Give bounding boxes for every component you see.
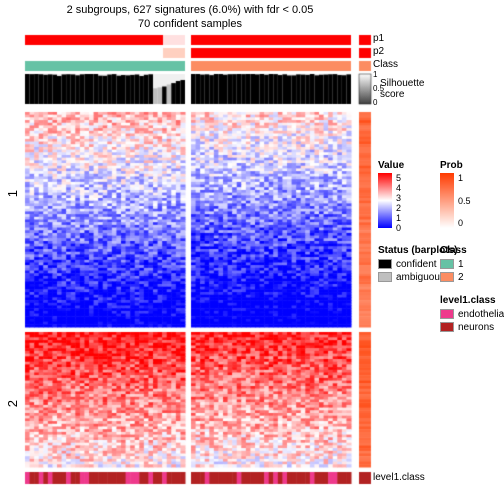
sil-scale-05: 0.5 <box>373 84 384 93</box>
level1-legend: level1.class endothelialneurons <box>440 295 504 334</box>
class-label: Class <box>373 59 398 70</box>
legend-item: endothelial <box>440 308 504 320</box>
value-legend: Value 543210 <box>378 160 404 228</box>
class-legend-title: Class <box>440 245 467 256</box>
silhouette-label: Silhouette score <box>380 78 424 100</box>
p1-label: p1 <box>373 33 384 44</box>
prob-legend: Prob 10.50 <box>440 160 471 228</box>
value-legend-title: Value <box>378 160 404 171</box>
prob-legend-title: Prob <box>440 160 471 171</box>
value-gradient <box>378 173 392 228</box>
sil-scale-1: 1 <box>373 70 377 79</box>
legend-item: 1 <box>440 258 467 270</box>
sil-scale-0: 0 <box>373 98 377 107</box>
level1-legend-title: level1.class <box>440 295 504 306</box>
legend-item: neurons <box>440 321 504 333</box>
prob-gradient <box>440 173 454 228</box>
value-ticks: 543210 <box>396 173 401 228</box>
level1-label: level1.class <box>373 472 425 483</box>
p2-label: p2 <box>373 46 384 57</box>
legend-item: 2 <box>440 271 467 283</box>
prob-ticks: 10.50 <box>458 173 471 228</box>
class-legend: Class 12 <box>440 245 467 284</box>
